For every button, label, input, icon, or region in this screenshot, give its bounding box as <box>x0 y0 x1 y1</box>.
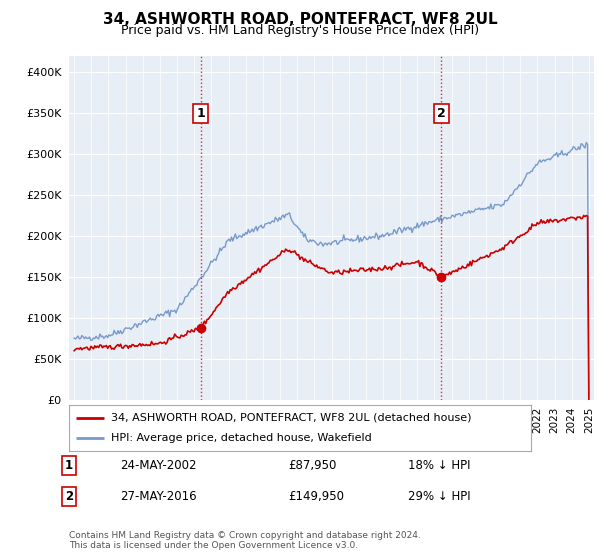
Text: £87,950: £87,950 <box>288 459 337 472</box>
Text: 34, ASHWORTH ROAD, PONTEFRACT, WF8 2UL: 34, ASHWORTH ROAD, PONTEFRACT, WF8 2UL <box>103 12 497 27</box>
Text: Price paid vs. HM Land Registry's House Price Index (HPI): Price paid vs. HM Land Registry's House … <box>121 24 479 36</box>
Text: Contains HM Land Registry data © Crown copyright and database right 2024.
This d: Contains HM Land Registry data © Crown c… <box>69 531 421 550</box>
Text: 1: 1 <box>65 459 73 472</box>
Text: 18% ↓ HPI: 18% ↓ HPI <box>408 459 470 472</box>
Text: 29% ↓ HPI: 29% ↓ HPI <box>408 490 470 503</box>
Text: £149,950: £149,950 <box>288 490 344 503</box>
Text: 1: 1 <box>197 107 205 120</box>
Text: 2: 2 <box>437 107 446 120</box>
Text: HPI: Average price, detached house, Wakefield: HPI: Average price, detached house, Wake… <box>110 433 371 443</box>
Text: 2: 2 <box>65 490 73 503</box>
Text: 27-MAY-2016: 27-MAY-2016 <box>120 490 197 503</box>
Text: 34, ASHWORTH ROAD, PONTEFRACT, WF8 2UL (detached house): 34, ASHWORTH ROAD, PONTEFRACT, WF8 2UL (… <box>110 413 471 423</box>
Text: 24-MAY-2002: 24-MAY-2002 <box>120 459 197 472</box>
